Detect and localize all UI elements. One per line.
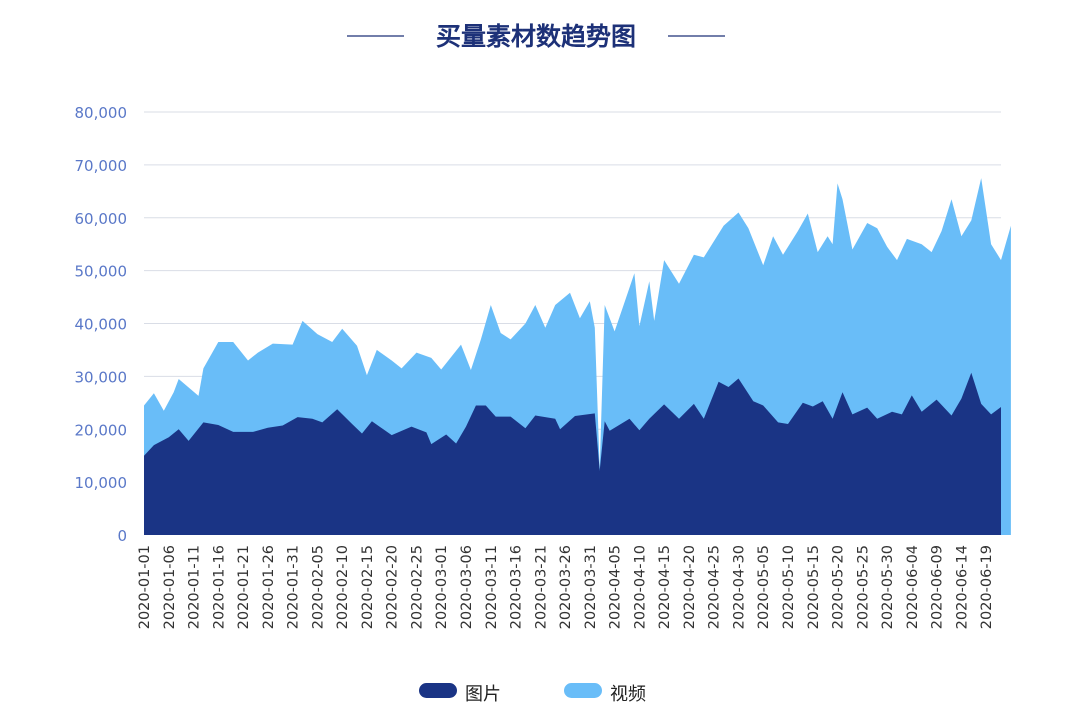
y-tick-label: 0 — [117, 527, 127, 545]
x-tick-label: 2020-05-10 — [781, 545, 797, 629]
x-tick-label: 2020-02-25 — [410, 545, 426, 629]
y-tick-label: 80,000 — [75, 104, 128, 122]
y-tick-label: 70,000 — [75, 157, 128, 175]
x-tick-label: 2020-04-30 — [732, 545, 748, 629]
legend: 图片 视频 — [419, 683, 646, 705]
x-tick-label: 2020-01-01 — [137, 545, 153, 629]
x-axis: 2020-01-01 2020-01-06 2020-01-11 2020-01-16… — [137, 545, 995, 629]
x-tick-label: 2020-04-25 — [707, 545, 723, 629]
y-axis: 0 10,000 20,000 30,000 40,000 50,000 60,000 70,… — [75, 104, 128, 545]
x-tick-label: 2020-05-05 — [756, 545, 772, 629]
x-tick-label: 2020-03-16 — [509, 545, 525, 629]
x-tick-label: 2020-01-11 — [187, 545, 203, 629]
x-tick-label: 2020-01-21 — [236, 545, 252, 629]
area-image[interactable] — [144, 372, 1001, 535]
x-tick-label: 2020-03-06 — [459, 545, 475, 629]
chart-title-group: 买量素材数趋势图 — [347, 22, 725, 51]
x-tick-label: 2020-02-15 — [360, 545, 376, 629]
y-tick-label: 20,000 — [75, 421, 128, 439]
x-tick-label: 2020-06-04 — [905, 545, 921, 629]
x-tick-label: 2020-01-16 — [211, 545, 227, 629]
x-tick-label: 2020-06-09 — [930, 545, 946, 629]
x-tick-label: 2020-04-05 — [608, 545, 624, 629]
x-tick-label: 2020-05-20 — [831, 545, 847, 629]
x-tick-label: 2020-06-14 — [954, 545, 970, 629]
y-tick-label: 40,000 — [75, 316, 128, 334]
y-tick-label: 10,000 — [75, 474, 128, 492]
y-tick-label: 50,000 — [75, 263, 128, 281]
legend-swatch-image — [419, 683, 457, 698]
x-tick-label: 2020-04-15 — [657, 545, 673, 629]
x-tick-label: 2020-03-11 — [484, 545, 500, 629]
x-tick-label: 2020-04-10 — [632, 545, 648, 629]
y-tick-label: 60,000 — [75, 210, 128, 228]
x-tick-label: 2020-02-10 — [335, 545, 351, 629]
y-tick-label: 30,000 — [75, 368, 128, 386]
x-tick-label: 2020-01-26 — [261, 545, 277, 629]
chart-title: 买量素材数趋势图 — [436, 22, 636, 51]
x-tick-label: 2020-03-21 — [533, 545, 549, 629]
x-tick-label: 2020-04-20 — [682, 545, 698, 629]
x-tick-label: 2020-05-30 — [880, 545, 896, 629]
x-tick-label: 2020-02-20 — [385, 545, 401, 629]
area-series-group — [144, 178, 1011, 535]
x-tick-label: 2020-02-05 — [310, 545, 326, 629]
legend-label-video: 视频 — [610, 684, 646, 705]
x-tick-label: 2020-01-06 — [162, 545, 178, 629]
x-tick-label: 2020-06-19 — [979, 545, 995, 629]
x-tick-label: 2020-05-15 — [806, 545, 822, 629]
legend-swatch-video — [564, 683, 602, 698]
x-tick-label: 2020-03-01 — [434, 545, 450, 629]
x-tick-label: 2020-03-26 — [558, 545, 574, 629]
legend-item-image[interactable]: 图片 — [419, 683, 501, 705]
x-tick-label: 2020-01-31 — [286, 545, 302, 629]
x-tick-label: 2020-05-25 — [855, 545, 871, 629]
x-tick-label: 2020-03-31 — [583, 545, 599, 629]
legend-label-image: 图片 — [465, 684, 501, 705]
legend-item-video[interactable]: 视频 — [564, 683, 646, 705]
